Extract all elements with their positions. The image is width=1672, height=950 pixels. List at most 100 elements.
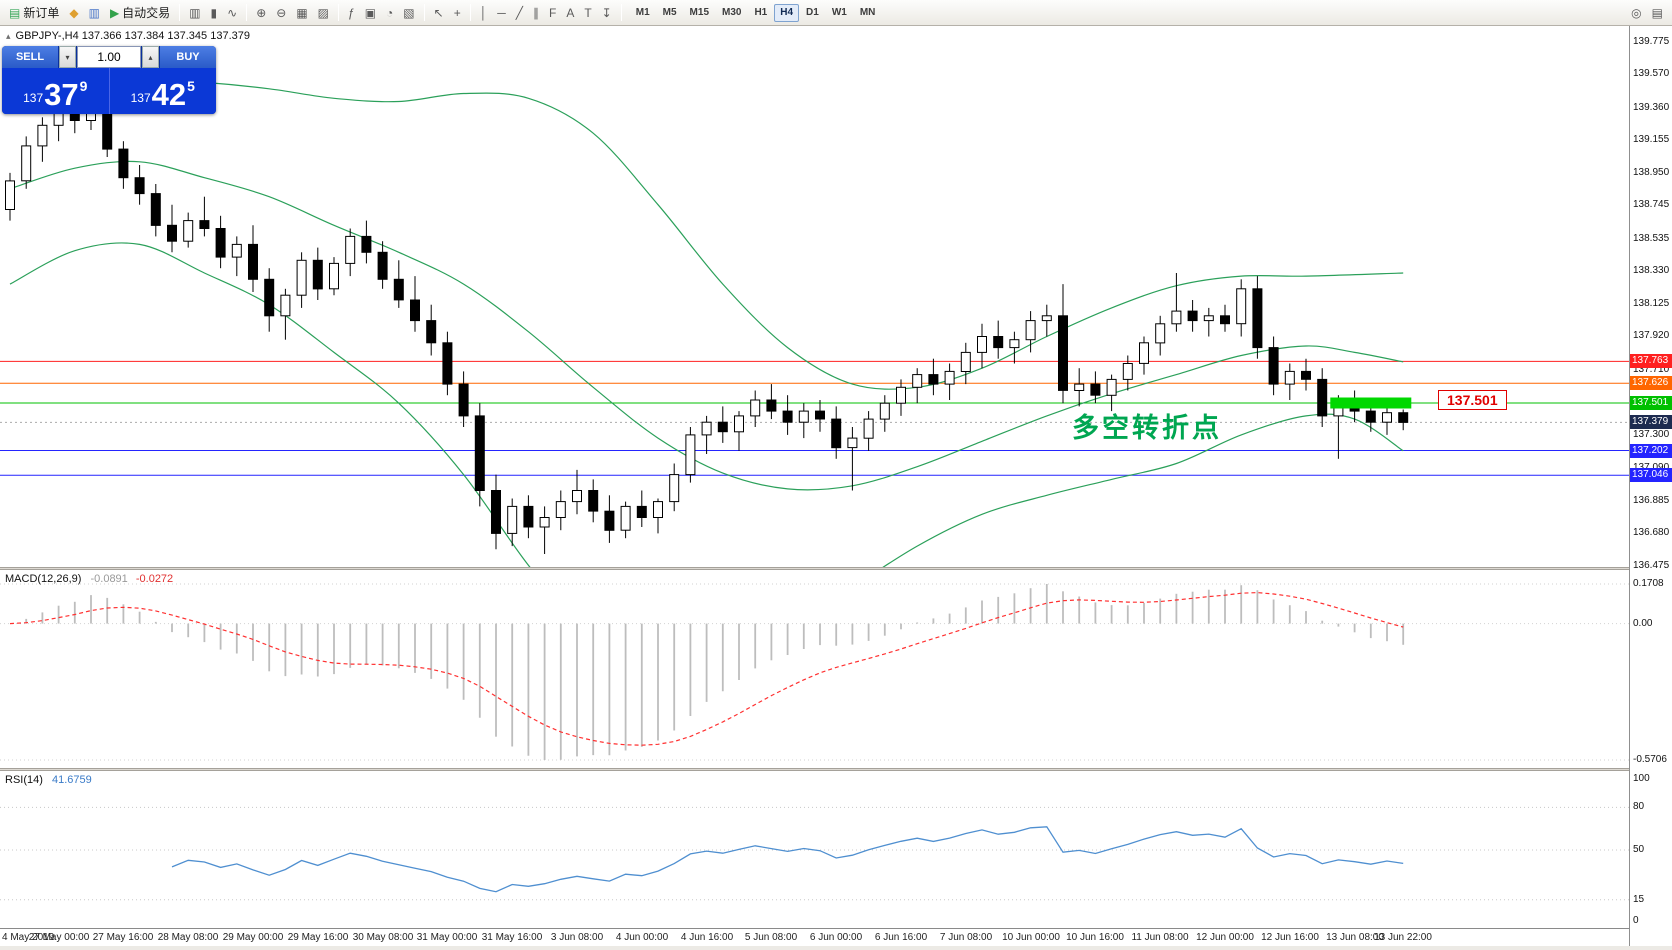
arrows-button[interactable]: ↧ (597, 3, 617, 23)
sell-price-pip: 9 (79, 78, 88, 94)
fibonacci-icon: F (548, 5, 557, 20)
grid-icon: ▦ (296, 5, 308, 20)
timeframe-m30-button[interactable]: M30 (722, 6, 742, 18)
macd-pane-svg[interactable] (0, 570, 1629, 768)
cursor-button[interactable]: ↖ (429, 3, 449, 23)
time-axis-label: 10 Jun 16:00 (1066, 932, 1124, 943)
templates-icon: ▧ (403, 5, 415, 20)
volume-decrease-button[interactable]: ▾ (59, 46, 76, 68)
macd-signal-value: -0.0272 (135, 573, 174, 585)
timeframe-mn-button[interactable]: MN (859, 6, 876, 18)
price-axis-label: 138.950 (1633, 167, 1670, 178)
timeframe-m1-button[interactable]: M1 (635, 6, 650, 18)
periods-button[interactable]: ◔ (381, 3, 398, 23)
price-divider (108, 68, 110, 114)
pane-splitter[interactable] (0, 567, 1672, 570)
price-axis-label: 138.125 (1633, 298, 1670, 309)
print-button[interactable]: ▤ (1647, 3, 1668, 23)
grid-button[interactable]: ▦ (291, 3, 312, 23)
timeframe-m5-button[interactable]: M5 (662, 6, 677, 18)
hline-price-badge: 137.626 (1630, 376, 1672, 390)
candlestick-chart-button[interactable]: ▮ (206, 3, 223, 23)
timeframe-d1-button[interactable]: D1 (806, 6, 819, 18)
volume-input[interactable] (77, 46, 141, 68)
toolbar-separator (246, 4, 248, 21)
horizontal-line-button[interactable]: ─ (492, 3, 511, 23)
timeframe-m15-button[interactable]: M15 (689, 6, 709, 18)
crosshair-icon: + (453, 5, 461, 20)
indicator-add-button[interactable]: ◆ (64, 3, 83, 23)
time-axis-label: 12 Jun 00:00 (1196, 932, 1254, 943)
time-axis-label: 12 Jun 16:00 (1261, 932, 1319, 943)
timeframe-h4-button[interactable]: H4 (774, 3, 800, 22)
hline-price-badge: 137.046 (1630, 468, 1672, 482)
time-axis-label: 27 May 16:00 (92, 932, 154, 943)
price-axis-label: 138.745 (1633, 199, 1670, 210)
crosshair-button[interactable]: + (449, 3, 466, 23)
templates-button[interactable]: ▧ (398, 3, 419, 23)
new-order-button[interactable]: ▤ 新订单 (4, 3, 64, 23)
time-axis-label: 5 Jun 08:00 (744, 932, 798, 943)
price-axis-label: 137.920 (1633, 330, 1670, 341)
price-axis-label: 138.535 (1633, 233, 1670, 244)
zoom-tool-button[interactable]: ◎ (1626, 3, 1646, 23)
chart-area: ▴ GBPJPY-,H4 137.366 137.384 137.345 137… (0, 26, 1672, 950)
toolbar-groups: ▤ 新订单 ◆ ▥ ▶ 自动交易 ▥ ▮ ∿ ⊕ ⊖ ▦ ▨ ƒ ▣ ◔ ▧ ↖ + │ ─ ╱ ∥ F A T ↧ (4, 3, 617, 23)
cursor-icon: ↖ (433, 5, 444, 20)
price-callout-label[interactable]: 137.501 (1438, 390, 1507, 410)
trendline-button[interactable]: ╱ (511, 3, 528, 23)
price-axis[interactable]: 139.775 139.570 139.360 139.155 138.950 138.7… (1629, 26, 1672, 946)
tile-windows-icon: ▨ (317, 5, 330, 20)
line-chart-icon: ∿ (227, 5, 238, 20)
rsi-pane-svg[interactable] (0, 771, 1629, 928)
pane-splitter[interactable] (0, 768, 1672, 771)
time-axis-label: 28 May 08:00 (157, 932, 219, 943)
periods-icon: ◔ (386, 5, 394, 20)
time-axis-label: 31 May 00:00 (416, 932, 478, 943)
time-axis-label: 4 Jun 16:00 (680, 932, 734, 943)
indicators-list-icon: ƒ (348, 5, 355, 20)
bar-chart-button[interactable]: ▥ (184, 3, 205, 23)
macd-header: MACD(12,26,9) -0.0891 -0.0272 (5, 573, 173, 585)
sell-price-display[interactable]: 137 37 9 (2, 68, 109, 114)
objects-list-button[interactable]: ▣ (360, 3, 381, 23)
price-axis-label: 136.680 (1633, 527, 1670, 538)
toolbar: ▤ 新订单 ◆ ▥ ▶ 自动交易 ▥ ▮ ∿ ⊕ ⊖ ▦ ▨ ƒ ▣ ◔ ▧ ↖ + │ ─ ╱ ∥ F A T ↧ M1 M5 M15… (0, 0, 1672, 26)
volume-increase-button[interactable]: ▴ (142, 46, 159, 68)
line-chart-button[interactable]: ∿ (222, 3, 242, 23)
buy-button[interactable]: BUY (160, 46, 216, 68)
price-axis-label: 80 (1633, 801, 1645, 812)
zoom-in-button[interactable]: ⊕ (251, 3, 271, 23)
trade-controls-row: SELL ▾ ▴ BUY (2, 46, 216, 68)
text-button[interactable]: A (561, 3, 579, 23)
print-icon: ▤ (1651, 5, 1663, 20)
channel-button[interactable]: ∥ (528, 3, 544, 23)
sell-button[interactable]: SELL (2, 46, 58, 68)
vertical-line-icon: │ (479, 5, 488, 20)
timeframe-h1-button[interactable]: H1 (754, 6, 768, 18)
price-display-row: 137 37 9 137 42 5 (2, 68, 216, 114)
time-axis-label: 13 Jun 22:00 (1374, 932, 1432, 943)
zoom-out-button[interactable]: ⊖ (271, 3, 291, 23)
main-chart-svg[interactable] (0, 26, 1629, 567)
toolbar-separator (469, 4, 471, 21)
autotrading-button[interactable]: ▶ 自动交易 (105, 3, 175, 23)
vertical-line-button[interactable]: │ (475, 3, 493, 23)
zoom-in-icon: ⊕ (256, 5, 267, 20)
toolbar-separator (620, 4, 622, 21)
price-axis-label: 138.330 (1633, 265, 1670, 276)
profiles-button[interactable]: ▥ (84, 3, 105, 23)
price-axis-label: 15 (1633, 894, 1645, 905)
ohlc-info-line: ▴ GBPJPY-,H4 137.366 137.384 137.345 137… (6, 30, 250, 42)
fibonacci-button[interactable]: F (544, 3, 561, 23)
indicators-list-button[interactable]: ƒ (343, 3, 360, 23)
buy-price-display[interactable]: 137 42 5 (110, 68, 217, 114)
tile-windows-button[interactable]: ▨ (313, 3, 334, 23)
label-button[interactable]: T (579, 3, 596, 23)
horizontal-scrollbar[interactable] (0, 946, 1672, 950)
annotation-text[interactable]: 多空转折点 (1072, 413, 1222, 443)
timeframe-w1-button[interactable]: W1 (831, 6, 847, 18)
toolbar-separator (338, 4, 340, 21)
time-axis[interactable]: 4 May 2019 27 May 00:00 27 May 16:00 28 May… (0, 928, 1672, 946)
